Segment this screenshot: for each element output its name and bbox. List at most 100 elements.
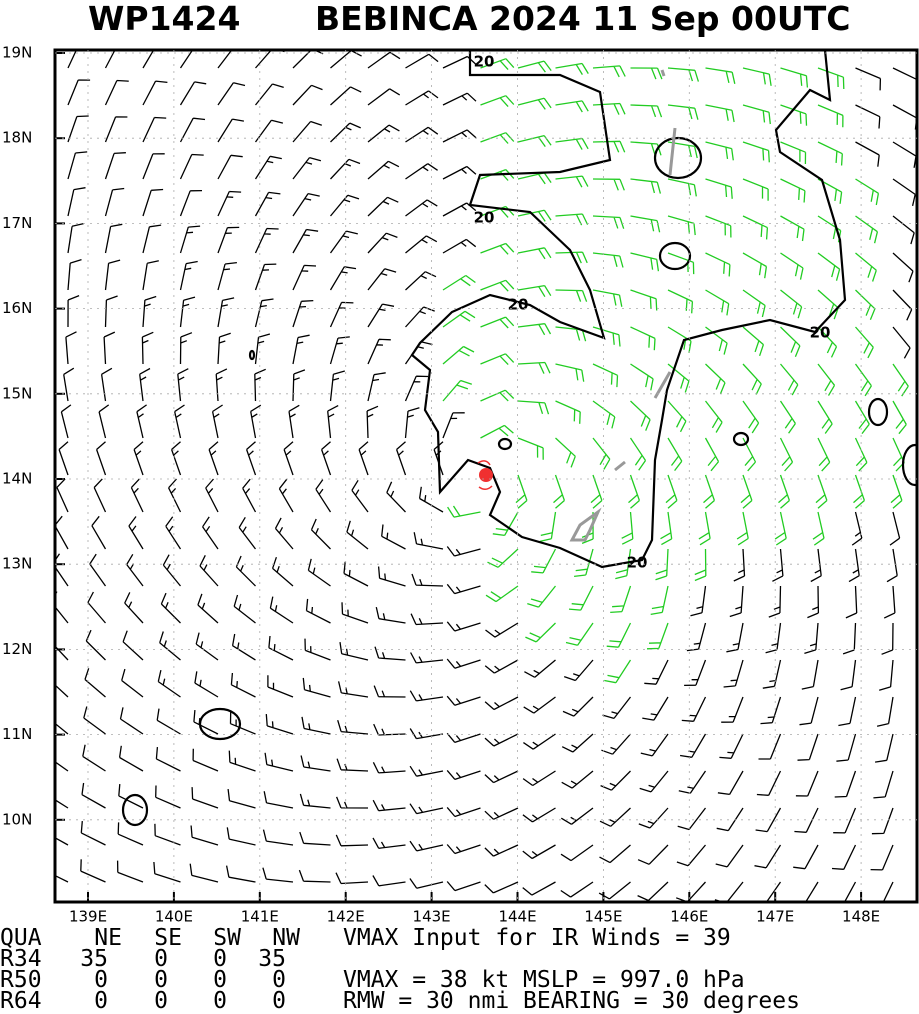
wind-barb	[817, 400, 833, 434]
wind-barb	[522, 770, 556, 787]
wind-barb	[480, 353, 515, 366]
wind-barb	[142, 188, 164, 217]
wind-barb	[881, 622, 894, 655]
wind-barb	[630, 104, 663, 118]
lon-label: 144E	[498, 908, 536, 926]
wind-barb	[128, 516, 144, 550]
wind-barb	[742, 67, 772, 86]
wind-barb	[553, 474, 566, 509]
wind-barb	[871, 807, 894, 835]
wind-barb	[484, 659, 519, 674]
axes: 19N 18N 17N 16N 15N 14N 13N 12N 11N 10N 139E 140E 14…	[2, 44, 917, 926]
wind-barb	[442, 238, 477, 254]
wind-barb	[409, 803, 444, 815]
wind-barb	[225, 865, 256, 883]
lat-label: 14N	[2, 470, 32, 488]
wind-barb	[655, 548, 669, 581]
wind-barb	[848, 548, 860, 583]
contour-label: 20	[810, 324, 831, 342]
wind-barb	[60, 404, 72, 439]
contour	[901, 443, 917, 487]
wind-barb	[592, 252, 624, 268]
wind-barb	[698, 511, 711, 546]
wind-barb	[228, 750, 256, 772]
wind-barb	[446, 621, 481, 632]
wind-barb	[480, 316, 515, 329]
lat-label: 10N	[2, 810, 32, 828]
wind-barb	[250, 404, 262, 439]
wind-barb	[442, 202, 477, 217]
wind-barb	[442, 165, 477, 180]
wind-barb	[329, 301, 354, 328]
wind-barb	[155, 747, 181, 772]
lon-label: 142E	[327, 908, 365, 926]
wind-barb	[329, 230, 358, 254]
wind-barb	[630, 178, 662, 194]
wind-barb	[343, 561, 369, 587]
wind-barb	[517, 97, 552, 110]
table-header: QUA	[0, 925, 42, 951]
wind-barb	[67, 50, 78, 69]
wind-barb	[442, 55, 477, 69]
map-frame	[53, 48, 919, 904]
wind-barb	[780, 215, 805, 242]
wind-barb	[480, 242, 515, 255]
wind-barb	[705, 252, 731, 277]
wind-barb	[442, 345, 475, 365]
wind-barb	[630, 289, 658, 311]
wind-barb	[411, 573, 444, 587]
wind-barb	[568, 585, 594, 611]
wind-barb	[517, 60, 552, 73]
contour	[198, 707, 242, 741]
wind-barb	[330, 158, 361, 180]
wind-barb	[780, 326, 801, 357]
wind-barb	[705, 326, 728, 355]
wind-barb	[630, 363, 654, 391]
wind-barb	[855, 289, 876, 321]
wind-barb	[678, 770, 707, 794]
wind-barb	[141, 331, 154, 365]
contour-label: 20	[474, 53, 495, 71]
wind-barb	[124, 592, 144, 624]
wind-barb	[320, 441, 332, 476]
wind-barb	[780, 363, 799, 396]
wind-barb	[592, 65, 626, 78]
wind-barb	[779, 400, 796, 434]
wind-barb	[262, 867, 294, 883]
wind-barb	[560, 844, 594, 862]
wind-barb	[845, 585, 858, 619]
wind-barb	[395, 441, 407, 476]
wind-barb	[527, 585, 557, 608]
wind-barb	[629, 437, 647, 471]
wind-barb	[217, 118, 245, 143]
wind-barb	[799, 696, 819, 726]
wind-barb	[130, 478, 144, 513]
wind-barb	[446, 583, 481, 595]
wind-barb	[742, 178, 769, 201]
wind-barb	[729, 585, 744, 618]
wind-barb	[522, 807, 556, 823]
wind-barb	[555, 400, 581, 424]
wind-barb	[892, 178, 916, 207]
wind-barb	[104, 152, 126, 180]
wind-barb	[667, 363, 690, 393]
wind-barb	[367, 268, 397, 291]
wind-barb	[136, 404, 147, 439]
wind-barb	[621, 511, 634, 545]
wind-barb	[840, 659, 857, 691]
wind-barb	[676, 844, 706, 867]
wind-barb	[217, 82, 246, 106]
wind-barb	[410, 613, 444, 626]
wind-barb	[104, 187, 125, 217]
wind-barb	[405, 90, 439, 106]
wind-barb	[55, 799, 69, 809]
wind-barb	[855, 141, 880, 167]
wind-barb	[82, 744, 106, 772]
wind-barb	[592, 363, 619, 388]
wind-barb	[755, 807, 782, 833]
wind-barb	[118, 784, 144, 809]
wind-barb	[817, 326, 838, 358]
wind-barb	[817, 437, 831, 472]
wind-barb	[637, 844, 669, 865]
